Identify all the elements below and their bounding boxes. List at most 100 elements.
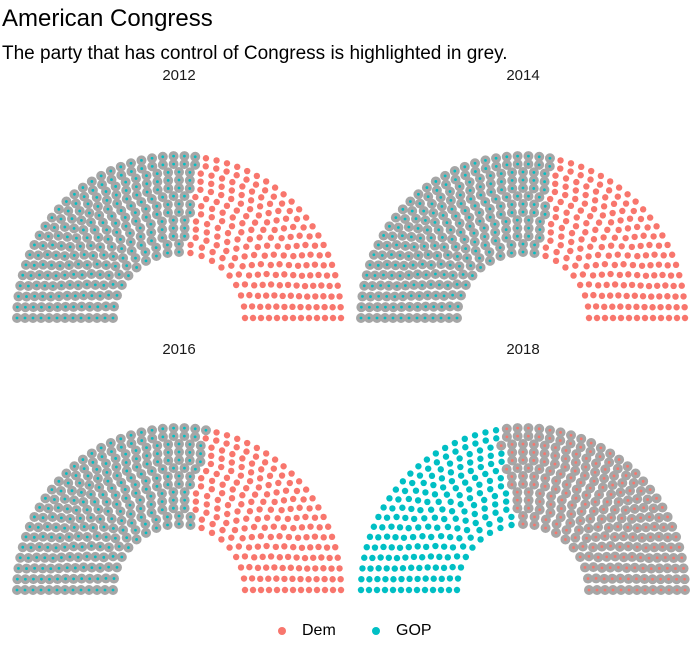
seat-gop [356, 302, 367, 313]
seat-dem [534, 464, 545, 475]
seat-dem [203, 509, 210, 516]
seat-gop [456, 492, 463, 499]
seat-dem [271, 226, 278, 234]
seat-gop [31, 280, 42, 291]
seat-gop [162, 511, 173, 522]
seat-dem [544, 433, 555, 444]
seat-dem [218, 175, 226, 182]
seat-gop [168, 215, 179, 226]
seat-gop [89, 496, 100, 507]
seat-dem [324, 251, 332, 258]
seat-dem [214, 505, 221, 512]
seat-gop [460, 243, 471, 254]
seat-dem [243, 515, 250, 522]
seat-gop [86, 269, 97, 280]
seat-dem [615, 487, 626, 498]
seat-gop [540, 201, 551, 212]
seat-dem [567, 168, 574, 175]
seat-gop [146, 507, 157, 518]
seat-gop [151, 250, 162, 261]
seat-dem [307, 272, 314, 279]
seat-dem [664, 262, 671, 269]
seat-gop [105, 438, 116, 449]
seat-dem [284, 243, 292, 251]
seat-gop [396, 524, 404, 531]
seat-gop [424, 564, 431, 571]
seat-dem [613, 562, 624, 573]
seat-gop [486, 520, 493, 528]
seat-gop [84, 312, 95, 323]
seat-gop [91, 464, 102, 475]
seat-gop [136, 240, 147, 251]
seat-dem [614, 251, 621, 258]
seat-dem [255, 484, 263, 491]
seat-dem [228, 459, 236, 466]
seat-dem [202, 467, 210, 475]
seat-dem [635, 486, 646, 497]
seat-dem [668, 251, 676, 258]
seat-dem [622, 461, 633, 472]
seat-gop [428, 301, 439, 312]
seat-gop [393, 222, 404, 233]
seat-dem [243, 167, 251, 175]
seat-gop [377, 554, 384, 561]
seat-gop [174, 167, 185, 178]
seat-gop [42, 270, 53, 281]
seat-dem [592, 261, 600, 269]
seat-gop [174, 239, 185, 250]
seat-dem [248, 303, 256, 310]
seat-dem [276, 282, 284, 289]
seat-dem [218, 191, 225, 199]
seat-gop [412, 301, 423, 312]
seat-gop [367, 565, 374, 572]
seat-dem [640, 522, 651, 533]
seat-dem [207, 460, 215, 468]
seat-dem [552, 213, 559, 221]
seat-gop [507, 167, 518, 178]
seat-gop [62, 290, 73, 301]
seat-dem [309, 495, 316, 502]
seat-gop [27, 584, 38, 595]
seat-dem [254, 271, 262, 278]
seat-dem [284, 553, 292, 561]
seat-gop [456, 198, 467, 209]
seat-dem [568, 229, 576, 237]
legend: Dem GOP [0, 618, 691, 644]
seat-dem [657, 303, 664, 311]
seat-gop [491, 501, 499, 508]
seat-dem [662, 511, 673, 522]
seat-gop [389, 291, 400, 302]
seat-gop [115, 234, 126, 245]
seat-dem [218, 447, 226, 454]
seat-gop [62, 562, 73, 573]
seat-gop [390, 260, 401, 271]
seat-gop [162, 471, 173, 482]
seat-dem [578, 236, 585, 243]
parliament-panel-2016: 2016 [12, 341, 345, 595]
seat-dem [293, 514, 300, 522]
seat-dem [280, 191, 287, 198]
seat-dem [673, 304, 680, 311]
seat-gop [454, 525, 461, 532]
seat-dem [239, 263, 246, 270]
seat-gop [121, 221, 132, 232]
seat-gop [439, 506, 446, 513]
seat-gop [433, 224, 444, 235]
seat-gop [363, 544, 370, 551]
seat-dem [192, 506, 199, 513]
seat-gop [426, 232, 437, 243]
seat-gop [410, 213, 421, 224]
seat-dem [605, 448, 616, 459]
seat-gop [384, 221, 395, 232]
seat-dem [224, 510, 231, 518]
seat-dem [282, 215, 290, 222]
seat-dem [263, 514, 271, 521]
seat-gop [45, 563, 56, 574]
seat-gop [391, 240, 402, 251]
seat-gop [142, 186, 153, 197]
seat-dem [297, 314, 305, 322]
seat-gop [474, 173, 485, 184]
seat-dem [616, 271, 624, 279]
seat-dem [266, 472, 274, 480]
seat-gop [407, 470, 414, 477]
